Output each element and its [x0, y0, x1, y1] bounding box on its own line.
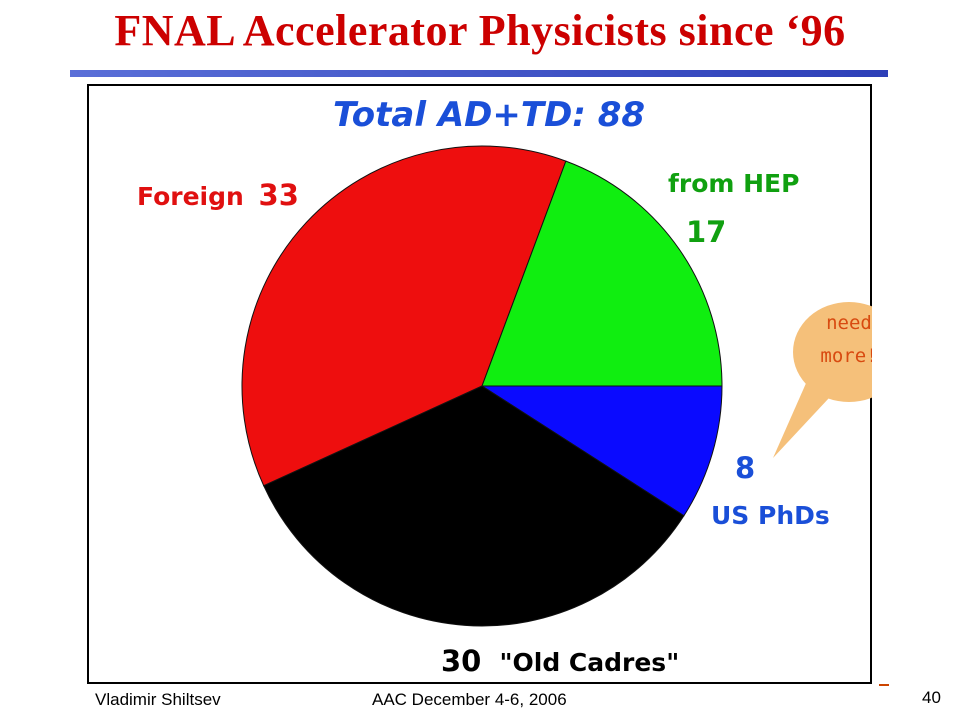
label-old-cadres-name: "Old Cadres" — [499, 648, 679, 677]
label-us-phds-value: 8 — [735, 451, 755, 485]
label-old-cadres: 30 "Old Cadres" — [441, 644, 679, 678]
label-foreign-value: 33 — [259, 178, 299, 212]
pie-chart: Total AD+TD: 88 Foreign 33 from HEP 17 8… — [137, 95, 872, 678]
title-underline — [70, 70, 888, 77]
label-old-cadres-value: 30 — [441, 644, 481, 678]
pie-slice-old-cadres — [263, 385, 685, 627]
callout-line-2: more! — [820, 345, 872, 367]
label-foreign-name: Foreign — [137, 182, 244, 211]
footer-event: AAC December 4-6, 2006 — [372, 690, 567, 709]
speech-bubble-body — [793, 302, 872, 402]
pie-slices — [241, 145, 723, 627]
chart-frame: Total AD+TD: 88 Foreign 33 from HEP 17 8… — [87, 84, 872, 684]
pie-slice-foreign — [241, 145, 567, 487]
pie-slice-from-hep — [481, 160, 723, 387]
chart-title: Total AD+TD: 88 — [333, 95, 645, 135]
footer-marker — [879, 684, 889, 686]
callout-line-1: need — [826, 312, 872, 334]
speech-bubble-tail — [773, 381, 829, 458]
page-number: 40 — [922, 688, 941, 707]
footer-author: Vladimir Shiltsev — [95, 690, 221, 709]
slide-title: FNAL Accelerator Physicists since ‘96 — [114, 6, 846, 55]
label-from-hep-value: 17 — [686, 215, 726, 249]
label-foreign: Foreign 33 — [137, 178, 299, 212]
label-us-phds-name: US PhDs — [711, 501, 830, 530]
pie-slice-us-phds — [480, 385, 723, 517]
label-from-hep-name: from HEP — [668, 169, 799, 198]
